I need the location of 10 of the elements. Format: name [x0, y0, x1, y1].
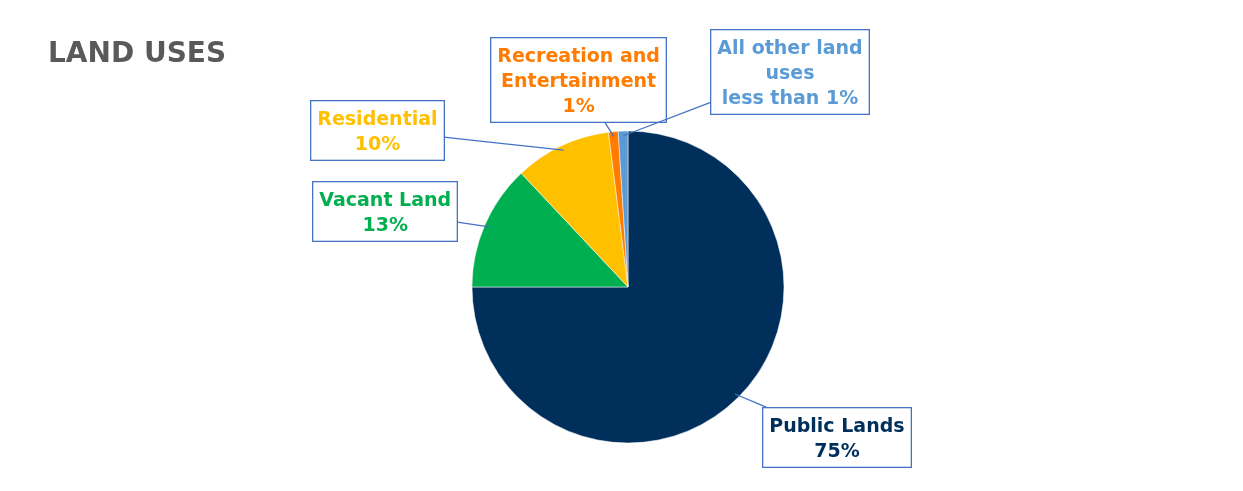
- data-label: 1%: [562, 93, 595, 116]
- chart-title: LAND USES: [48, 35, 227, 69]
- slice-label: Public Lands: [769, 414, 905, 437]
- data-label: 10%: [354, 132, 401, 154]
- data-label: 75%: [814, 439, 860, 461]
- slice-label: Residential: [317, 107, 438, 130]
- data-label: 13%: [362, 213, 408, 235]
- slice-label: Recreation and Entertainment: [497, 44, 660, 91]
- data-label: less than 1%: [721, 85, 859, 108]
- slice-label: Vacant Land: [319, 188, 452, 211]
